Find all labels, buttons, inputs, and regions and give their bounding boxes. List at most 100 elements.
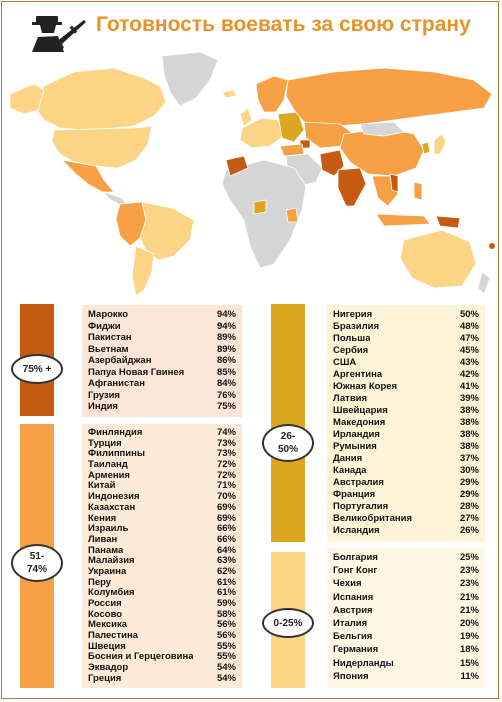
country-row: Индия 75% xyxy=(88,401,236,413)
country-name: Австрия xyxy=(333,604,373,616)
country-value: 29% xyxy=(459,477,479,488)
country-row: Грузия 76% xyxy=(88,390,236,402)
country-name: Индия xyxy=(88,401,118,412)
country-name: Чехия xyxy=(333,578,362,590)
tier-list-26-50: Нигерия 50% Бразилия 48% Польша 47% Сербия 45% С… xyxy=(327,305,485,542)
map-region-new-zealand xyxy=(477,271,491,295)
country-value: 25% xyxy=(459,552,479,563)
country-name: Бразилия xyxy=(333,321,380,332)
country-row: Португалия 28% xyxy=(333,501,479,513)
map-region-morocco xyxy=(225,155,249,177)
country-row: Греция 54% xyxy=(88,672,236,685)
country-value: 66% xyxy=(216,533,236,545)
country-row: Индонезия 70% xyxy=(88,491,236,503)
country-value: 54% xyxy=(216,672,236,684)
country-value: 84% xyxy=(216,378,236,389)
country-value: 56% xyxy=(216,630,236,642)
country-value: 69% xyxy=(216,512,236,524)
map-region-australia xyxy=(399,229,477,289)
map-region-korea xyxy=(421,141,431,155)
country-value: 11% xyxy=(460,670,480,682)
country-name: Испания xyxy=(333,591,374,603)
country-row: Армения 72% xyxy=(88,469,236,482)
map-region-turkey xyxy=(279,143,305,157)
country-value: 55% xyxy=(216,640,236,652)
country-name: Косово xyxy=(88,609,123,620)
country-name: Аргентина xyxy=(333,369,383,380)
country-value: 73% xyxy=(216,437,236,449)
map-region-japan xyxy=(433,133,447,155)
country-row: Чехия 23% xyxy=(333,577,479,590)
country-value: 72% xyxy=(216,469,236,481)
country-row: Вьетнам 89% xyxy=(88,344,236,356)
country-row: Украина 62% xyxy=(88,566,236,578)
country-value: 56% xyxy=(216,619,236,631)
country-name: Финляндия xyxy=(88,428,143,438)
country-value: 89% xyxy=(216,332,236,343)
map-region-png xyxy=(435,215,461,229)
country-row: Польша 47% xyxy=(333,333,479,345)
country-name: Канада xyxy=(333,465,367,476)
country-value: 61% xyxy=(216,587,236,599)
country-row: Германия 18% xyxy=(333,643,479,656)
country-value: 64% xyxy=(216,544,236,556)
country-row: Ливан 66% xyxy=(88,533,236,546)
country-name: Казахстан xyxy=(88,502,136,513)
country-name: Фиджи xyxy=(88,320,121,332)
country-value: 21% xyxy=(459,604,479,616)
country-name: Сербия xyxy=(333,345,369,356)
country-value: 47% xyxy=(459,333,479,344)
tier-list-75-plus: Марокко 94% Фиджи 94% Пакистан 89% Вьетнам 89% А… xyxy=(82,305,242,417)
country-value: 55% xyxy=(216,651,236,663)
country-name: Пакистан xyxy=(88,332,132,343)
tier-badge-75-plus: 75% + xyxy=(11,354,63,384)
country-row: Нидерланды 15% xyxy=(333,657,479,670)
tier-list-51-74: Финляндия 74% Турция 73% Филиппины 73% Таиланд… xyxy=(82,424,242,688)
country-name: Вьетнам xyxy=(88,343,129,355)
country-row: Швейцария 38% xyxy=(333,405,479,417)
country-row: Швеция 55% xyxy=(88,640,236,653)
map-region-fiji xyxy=(489,243,495,249)
country-row: Латвия 39% xyxy=(333,393,479,405)
country-value: 63% xyxy=(216,555,236,567)
map-region-kenya xyxy=(285,207,299,223)
country-row: Испания 21% xyxy=(333,591,479,604)
country-row: Гонг Конг 23% xyxy=(333,564,479,577)
country-value: 23% xyxy=(459,578,479,590)
country-row: США 43% xyxy=(333,357,479,369)
tier-badge-0-25: 0-25% xyxy=(262,608,314,638)
country-value: 48% xyxy=(459,321,479,332)
country-row: Турция 73% xyxy=(88,437,236,450)
country-name: Франция xyxy=(333,489,376,500)
tier-badge-51-74: 51- 74% xyxy=(11,544,63,582)
country-name: Латвия xyxy=(333,393,368,404)
country-row: Панама 64% xyxy=(88,544,236,557)
country-name: Босния и Герцеговина xyxy=(88,652,194,663)
country-name: Ливан xyxy=(88,534,118,545)
country-row: Македония 38% xyxy=(333,417,479,429)
map-region-mexico xyxy=(60,159,115,193)
country-name: Греция xyxy=(88,673,122,684)
country-row: Великобритания 27% xyxy=(333,513,479,525)
country-value: 39% xyxy=(459,393,479,404)
country-name: Перу xyxy=(88,577,112,588)
country-name: Бельгия xyxy=(333,631,373,643)
country-value: 23% xyxy=(459,565,479,577)
country-value: 21% xyxy=(459,591,479,603)
country-value: 38% xyxy=(459,405,479,416)
country-row: Косово 58% xyxy=(88,609,236,621)
country-value: 15% xyxy=(459,657,479,669)
country-value: 71% xyxy=(216,480,236,492)
country-row: Израиль 66% xyxy=(88,523,236,535)
country-name: Швейцария xyxy=(333,405,388,416)
country-name: Кения xyxy=(88,513,117,524)
country-row: Китай 71% xyxy=(88,481,236,492)
country-name: Китай xyxy=(88,481,116,492)
country-row: Румыния 38% xyxy=(333,441,479,453)
country-value: 41% xyxy=(459,381,479,392)
map-region-nigeria xyxy=(253,199,267,215)
country-name: Панама xyxy=(88,545,124,556)
country-row: Австралия 29% xyxy=(333,477,479,489)
country-name: Папуа Новая Гвинея xyxy=(88,366,185,378)
